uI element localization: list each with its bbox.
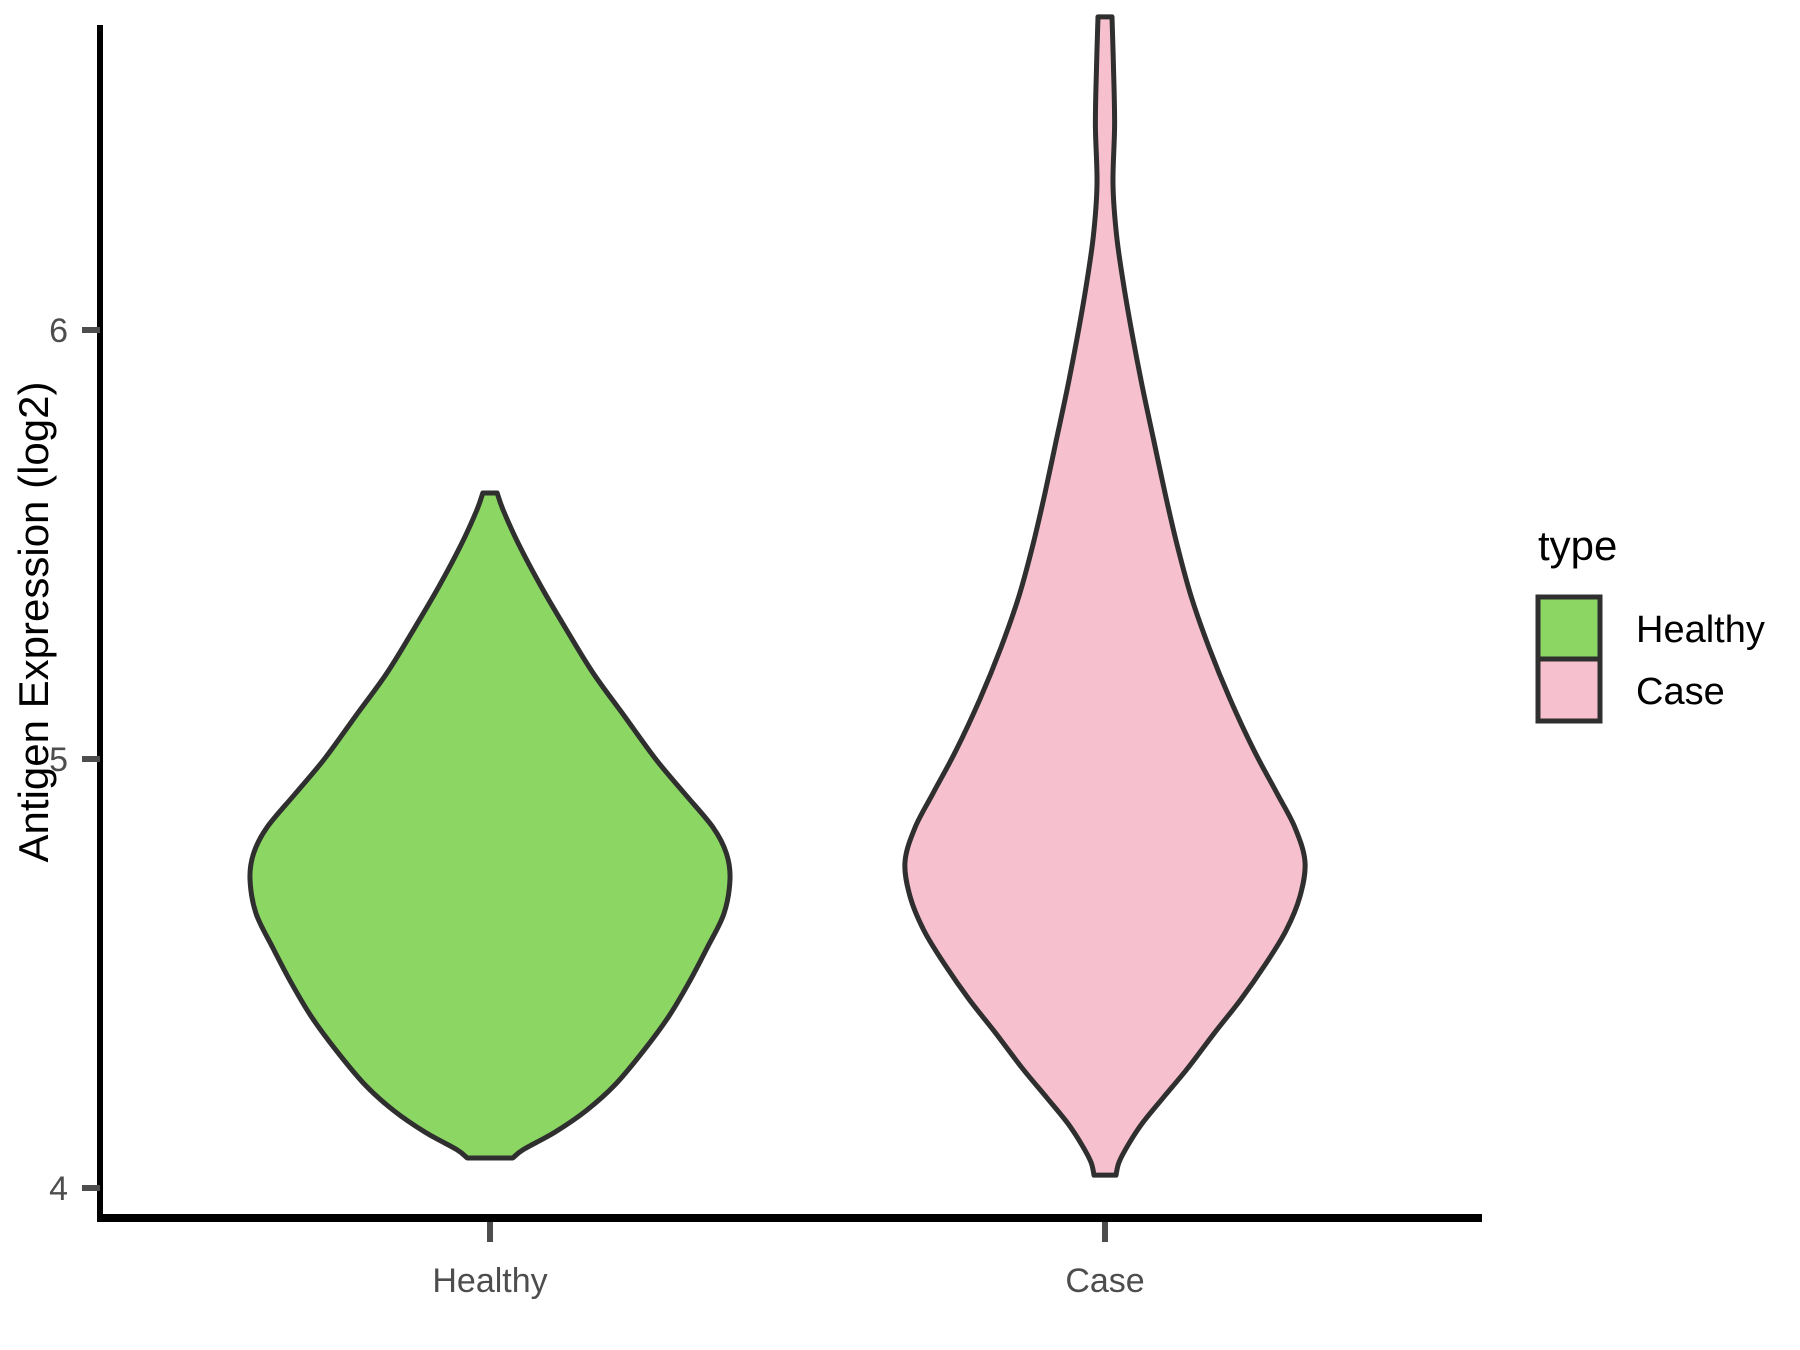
y-axis-title: Antigen Expression (log2) (10, 382, 57, 863)
x-axis-tick-label: Healthy (432, 1262, 547, 1300)
legend-swatch-healthy[interactable] (1535, 594, 1603, 662)
violin-shapes (247, 14, 1308, 1178)
y-axis-tick-label: 5 (49, 741, 68, 779)
legend-swatch-case[interactable] (1535, 656, 1603, 724)
y-axis-tick-labels: 4 5 6 (49, 312, 68, 1208)
violin-case (902, 14, 1308, 1178)
x-axis-tick-labels: Healthy Case (432, 1262, 1144, 1300)
y-axis-tick-label: 4 (49, 1170, 68, 1208)
legend: type Healthy Case (1535, 522, 1765, 724)
y-axis-ticks (82, 327, 100, 1191)
legend-items: Healthy Case (1535, 594, 1765, 724)
legend-title: type (1538, 522, 1617, 569)
x-axis-ticks (487, 1222, 1108, 1242)
y-axis-tick-label: 6 (49, 312, 68, 350)
violin-healthy (247, 490, 733, 1161)
legend-label-healthy: Healthy (1636, 609, 1765, 651)
legend-label-case: Case (1636, 671, 1725, 713)
x-axis-tick-label: Case (1065, 1262, 1144, 1300)
